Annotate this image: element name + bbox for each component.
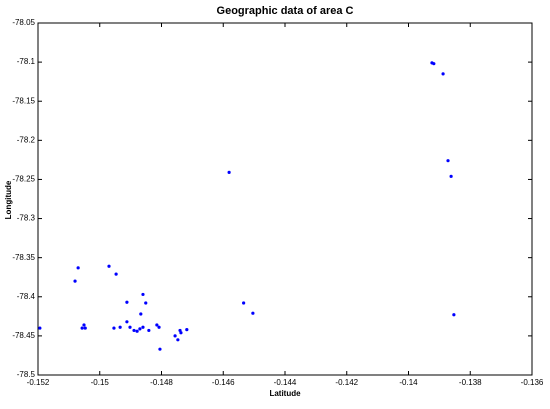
x-tick-label: -0.142 bbox=[335, 378, 358, 387]
point bbox=[83, 326, 87, 330]
x-tick-label: -0.144 bbox=[274, 378, 297, 387]
x-tick-label: -0.15 bbox=[91, 378, 110, 387]
point bbox=[125, 300, 129, 304]
point bbox=[155, 323, 159, 327]
point bbox=[446, 159, 450, 163]
x-tick-label: -0.152 bbox=[27, 378, 50, 387]
point bbox=[107, 264, 111, 268]
point bbox=[80, 326, 84, 330]
y-tick-label: -78.25 bbox=[12, 175, 35, 184]
point bbox=[76, 266, 80, 270]
point bbox=[227, 170, 231, 175]
chart-title: Geographic data of area C bbox=[217, 5, 354, 17]
y-tick-label: -78.5 bbox=[17, 370, 36, 379]
y-tick-label: -78.1 bbox=[17, 57, 36, 66]
point bbox=[112, 326, 116, 330]
y-tick-label: -78.4 bbox=[17, 292, 36, 301]
point bbox=[242, 301, 246, 305]
point bbox=[38, 326, 42, 330]
x-tick-label: -0.14 bbox=[399, 378, 418, 387]
point bbox=[135, 329, 139, 333]
point bbox=[138, 327, 142, 331]
point bbox=[114, 272, 118, 276]
y-tick-label: -78.2 bbox=[17, 135, 36, 144]
y-tick-label: -78.15 bbox=[12, 96, 35, 105]
point bbox=[141, 292, 145, 297]
point bbox=[452, 313, 456, 317]
point bbox=[449, 174, 453, 178]
point bbox=[82, 323, 86, 327]
y-tick-label: -78.45 bbox=[12, 331, 35, 340]
x-axis-label: Latitude bbox=[269, 389, 301, 398]
point bbox=[147, 328, 151, 333]
point bbox=[441, 72, 445, 76]
point bbox=[141, 325, 145, 329]
y-tick-label: -78.3 bbox=[17, 214, 36, 223]
point bbox=[125, 320, 129, 324]
plot-frame bbox=[37, 22, 533, 376]
point bbox=[185, 328, 189, 332]
x-tick-label: -0.136 bbox=[521, 378, 544, 387]
point bbox=[73, 279, 77, 283]
point bbox=[139, 312, 143, 316]
x-tick-label: -0.138 bbox=[459, 378, 482, 387]
point bbox=[158, 347, 162, 351]
point bbox=[176, 338, 180, 342]
x-tick-label: -0.146 bbox=[212, 378, 235, 387]
y-tick-label: -78.05 bbox=[12, 18, 35, 27]
point bbox=[432, 62, 436, 66]
y-tick-label: -78.35 bbox=[12, 253, 35, 262]
x-tick-label: -0.148 bbox=[150, 378, 173, 387]
point bbox=[128, 325, 132, 329]
point bbox=[132, 328, 136, 333]
point bbox=[179, 331, 183, 335]
point bbox=[157, 325, 161, 329]
y-axis-label: Longitude bbox=[4, 180, 13, 219]
point bbox=[173, 334, 177, 338]
point bbox=[118, 325, 122, 329]
point bbox=[144, 301, 148, 305]
point bbox=[251, 311, 255, 315]
